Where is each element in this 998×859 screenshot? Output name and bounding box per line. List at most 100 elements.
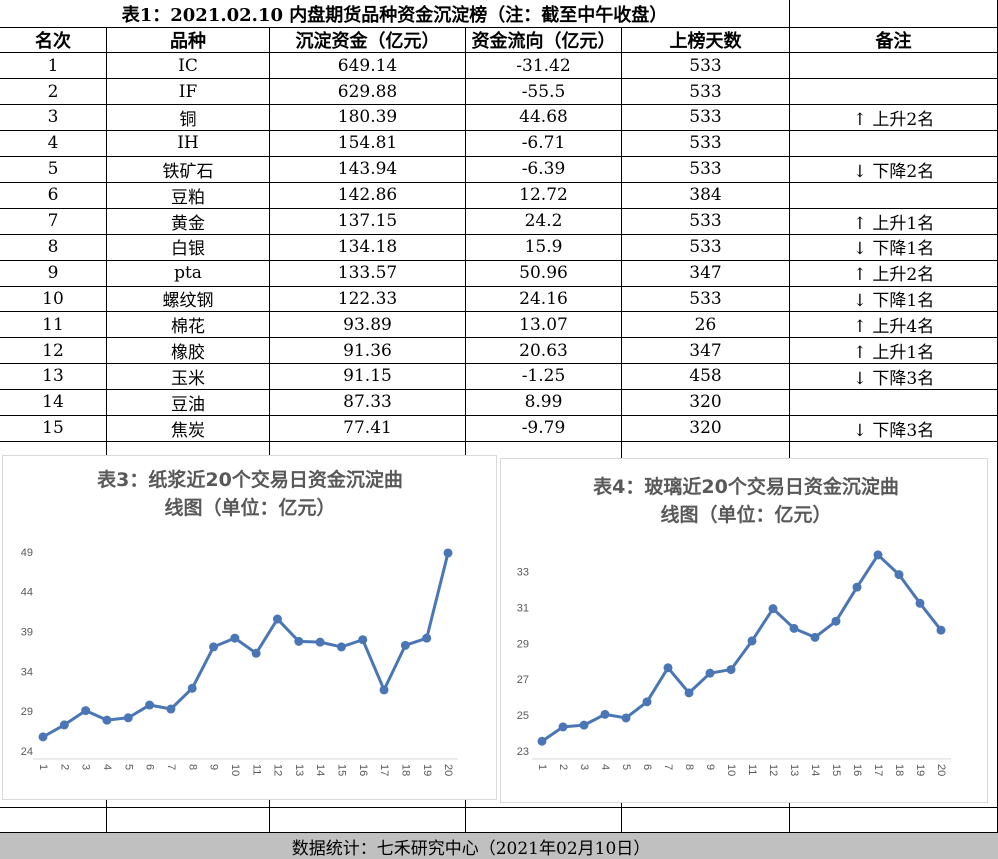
point: [621, 713, 631, 723]
point: [230, 633, 240, 643]
table-cell: [790, 78, 998, 106]
table-cell: ↓ 下降1名: [790, 286, 998, 313]
table-cell: 320: [622, 415, 790, 442]
table-cell: 91.36: [270, 337, 466, 365]
table-cell: -55.5: [466, 78, 622, 106]
table-cell: 44.68: [466, 104, 622, 132]
y-tick-label: 27: [517, 674, 529, 686]
point: [123, 713, 133, 723]
table-cell: 螺纹钢: [107, 286, 270, 313]
x-tick-label: 17: [872, 764, 884, 776]
x-tick-label: 19: [914, 764, 926, 776]
table-cell: ↓ 下降2名: [790, 156, 998, 183]
x-tick-label: 16: [851, 764, 863, 776]
x-tick-label: 5: [122, 764, 134, 770]
table-cell: 533: [622, 208, 790, 235]
table-cell: [790, 389, 998, 417]
table-cell: 91.15: [270, 363, 466, 391]
chart-title: 表4：玻璃近20个交易日资金沉淀曲线图（单位：亿元）: [593, 476, 899, 526]
table-cell: 13: [0, 363, 107, 391]
y-tick-label: 23: [517, 746, 529, 758]
table-cell: 玉米: [107, 363, 270, 391]
header-cell: 资金流向（亿元）: [466, 28, 622, 53]
table-cell: 629.88: [270, 78, 466, 106]
x-tick-label: 11: [746, 764, 758, 775]
table-cell: 15.9: [466, 234, 622, 261]
point: [873, 550, 883, 560]
table-cell: 533: [622, 156, 790, 183]
table-cell: 134.18: [270, 234, 466, 261]
table-cell: 15: [0, 415, 107, 442]
y-tick-label: 34: [21, 666, 33, 678]
table-cell: 8: [0, 234, 107, 261]
table-cell: 11: [0, 312, 107, 339]
header-cell: 名次: [0, 28, 107, 53]
x-tick-label: 12: [272, 764, 284, 776]
x-tick-label: 15: [336, 764, 348, 776]
point: [810, 632, 820, 642]
point: [894, 570, 904, 580]
y-tick-label: 29: [517, 638, 529, 650]
table-cell: 8.99: [466, 389, 622, 417]
y-tick-label: 33: [517, 567, 529, 579]
table-cell: 24.2: [466, 208, 622, 235]
point: [59, 720, 69, 730]
header-cell: 品种: [107, 28, 270, 53]
point: [38, 732, 48, 742]
table-cell: 458: [622, 363, 790, 391]
x-tick-label: 13: [788, 764, 800, 776]
point: [379, 685, 389, 695]
footer: 数据统计：七禾研究中心（2021年02月10日）: [0, 832, 998, 859]
x-tick-label: 8: [683, 764, 695, 770]
table-cell: ↓ 下降3名: [790, 363, 998, 391]
point: [251, 648, 261, 658]
table-cell: 533: [622, 53, 790, 80]
x-tick-label: 3: [80, 764, 92, 770]
table-cell: 4: [0, 130, 107, 158]
point: [789, 623, 799, 633]
table-cell: 24.16: [466, 286, 622, 313]
table-cell: IC: [107, 53, 270, 80]
table-cell: 143.94: [270, 156, 466, 183]
x-tick-label: 14: [809, 764, 821, 776]
table-cell: -6.39: [466, 156, 622, 183]
table-cell: 649.14: [270, 53, 466, 80]
table-cell: 77.41: [270, 415, 466, 442]
table-cell: ↓ 下降1名: [790, 234, 998, 261]
table-cell: 122.33: [270, 286, 466, 313]
header-cell: 沉淀资金（亿元）: [270, 28, 466, 53]
table-cell: 10: [0, 286, 107, 313]
table-cell: 6: [0, 182, 107, 209]
y-tick-label: 31: [517, 603, 529, 615]
table-cell: 豆粕: [107, 182, 270, 209]
table-cell: 豆油: [107, 389, 270, 417]
y-tick-label: 29: [21, 706, 33, 718]
x-tick-label: 7: [662, 764, 674, 770]
point: [915, 598, 925, 608]
table-cell: [790, 182, 998, 209]
x-tick-label: 15: [830, 764, 842, 776]
table-cell: 20.63: [466, 337, 622, 365]
table-cell: -1.25: [466, 363, 622, 391]
table-cell: ↑ 上升2名: [790, 260, 998, 287]
point: [747, 636, 757, 646]
point: [336, 642, 346, 652]
table-cell: 5: [0, 156, 107, 183]
point: [768, 604, 778, 614]
table-cell: -31.42: [466, 53, 622, 80]
table-cell: 50.96: [466, 260, 622, 287]
x-tick-label: 19: [421, 764, 433, 776]
table-cell: 180.39: [270, 104, 466, 132]
chart: 24 29 34 39 44 49 1 2 3 4 5 6 7 8 9 10 11 12 13 14 15 16 17 18 1…: [2, 455, 497, 800]
x-tick-label: 8: [186, 764, 198, 770]
table-cell: 2: [0, 78, 107, 106]
point: [315, 637, 325, 647]
x-tick-label: 11: [250, 764, 262, 775]
y-tick-label: 49: [21, 547, 33, 559]
point: [294, 636, 304, 646]
table-cell: 137.15: [270, 208, 466, 235]
y-tick-label: 24: [21, 746, 33, 758]
point: [358, 635, 368, 645]
